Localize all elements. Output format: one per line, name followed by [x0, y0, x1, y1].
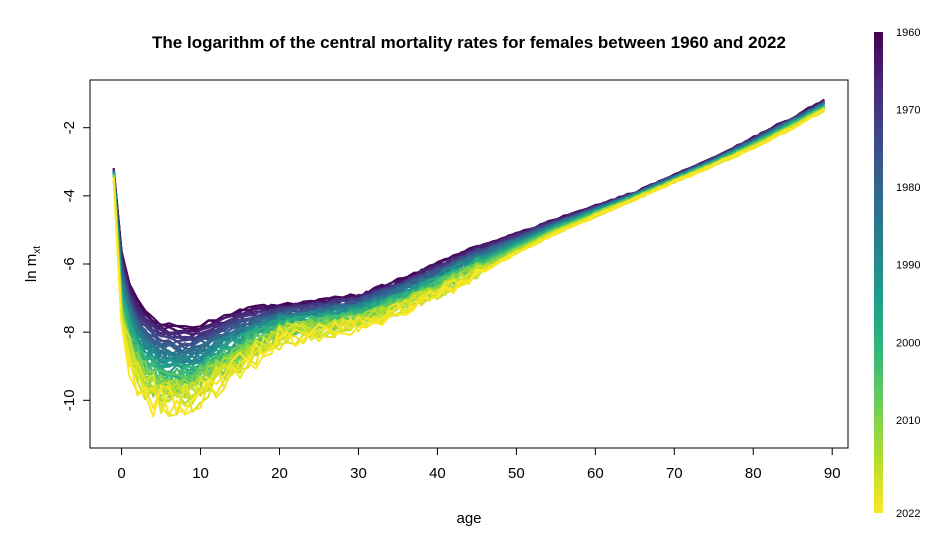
x-tick-label: 90 [824, 465, 841, 482]
x-tick-label: 30 [350, 465, 367, 482]
x-tick-label: 60 [587, 465, 604, 482]
colorbar-label-1960: 1960 [896, 27, 920, 39]
series-line-1978 [112, 102, 825, 354]
series-line-1969 [112, 101, 825, 342]
chart-title: The logarithm of the central mortality r… [152, 33, 786, 52]
x-axis: 0 10 20 30 40 50 60 70 80 90 [117, 448, 841, 482]
colorbar-label-2010: 2010 [896, 415, 920, 427]
series-line-1963 [112, 101, 825, 333]
x-tick-label: 0 [117, 465, 125, 482]
y-axis-label-main: ln m [23, 254, 40, 282]
series-line-1965 [112, 99, 825, 336]
colorbar-label-2022: 2022 [896, 508, 920, 520]
x-tick-label: 70 [666, 465, 683, 482]
y-axis-label: ln mxt [23, 246, 43, 282]
colorbar [874, 32, 883, 513]
x-tick-label: 80 [745, 465, 762, 482]
series-line-2022 [112, 108, 825, 418]
series-line-1960 [112, 98, 825, 329]
series-line-1962 [112, 100, 825, 334]
series-line-1973 [112, 102, 825, 349]
colorbar-label-1980: 1980 [896, 182, 920, 194]
series-line-1976 [112, 101, 825, 349]
series-line-1966 [112, 101, 825, 337]
x-tick-label: 10 [192, 465, 209, 482]
y-axis-label-sub: xt [32, 246, 43, 254]
series-line-1970 [112, 101, 825, 339]
series-line-1971 [112, 100, 825, 343]
series-line-1972 [112, 102, 825, 347]
series-line-1967 [112, 100, 825, 340]
series-line-1975 [112, 102, 825, 351]
series-line-2021 [112, 108, 825, 417]
series-line-1977 [112, 101, 825, 354]
colorbar-label-1990: 1990 [896, 260, 920, 272]
y-tick-label: -8 [61, 325, 78, 338]
series-line-1968 [112, 101, 825, 342]
series-lines [112, 98, 825, 418]
y-tick-label: -2 [61, 121, 78, 134]
y-tick-label: -10 [61, 389, 78, 411]
colorbar-label-1970: 1970 [896, 105, 920, 117]
x-axis-label: age [456, 510, 481, 527]
y-tick-label: -4 [61, 189, 78, 202]
colorbar-labels: 1960 1970 1980 1990 2000 2010 2022 [896, 27, 920, 520]
series-line-1974 [112, 100, 825, 350]
series-line-1964 [112, 99, 825, 337]
y-axis: -2 -4 -6 -8 -10 [61, 121, 90, 411]
x-tick-label: 40 [429, 465, 446, 482]
colorbar-label-2000: 2000 [896, 337, 920, 349]
x-tick-label: 50 [508, 465, 525, 482]
x-tick-label: 20 [271, 465, 288, 482]
y-tick-label: -6 [61, 257, 78, 270]
series-line-1961 [112, 98, 825, 330]
